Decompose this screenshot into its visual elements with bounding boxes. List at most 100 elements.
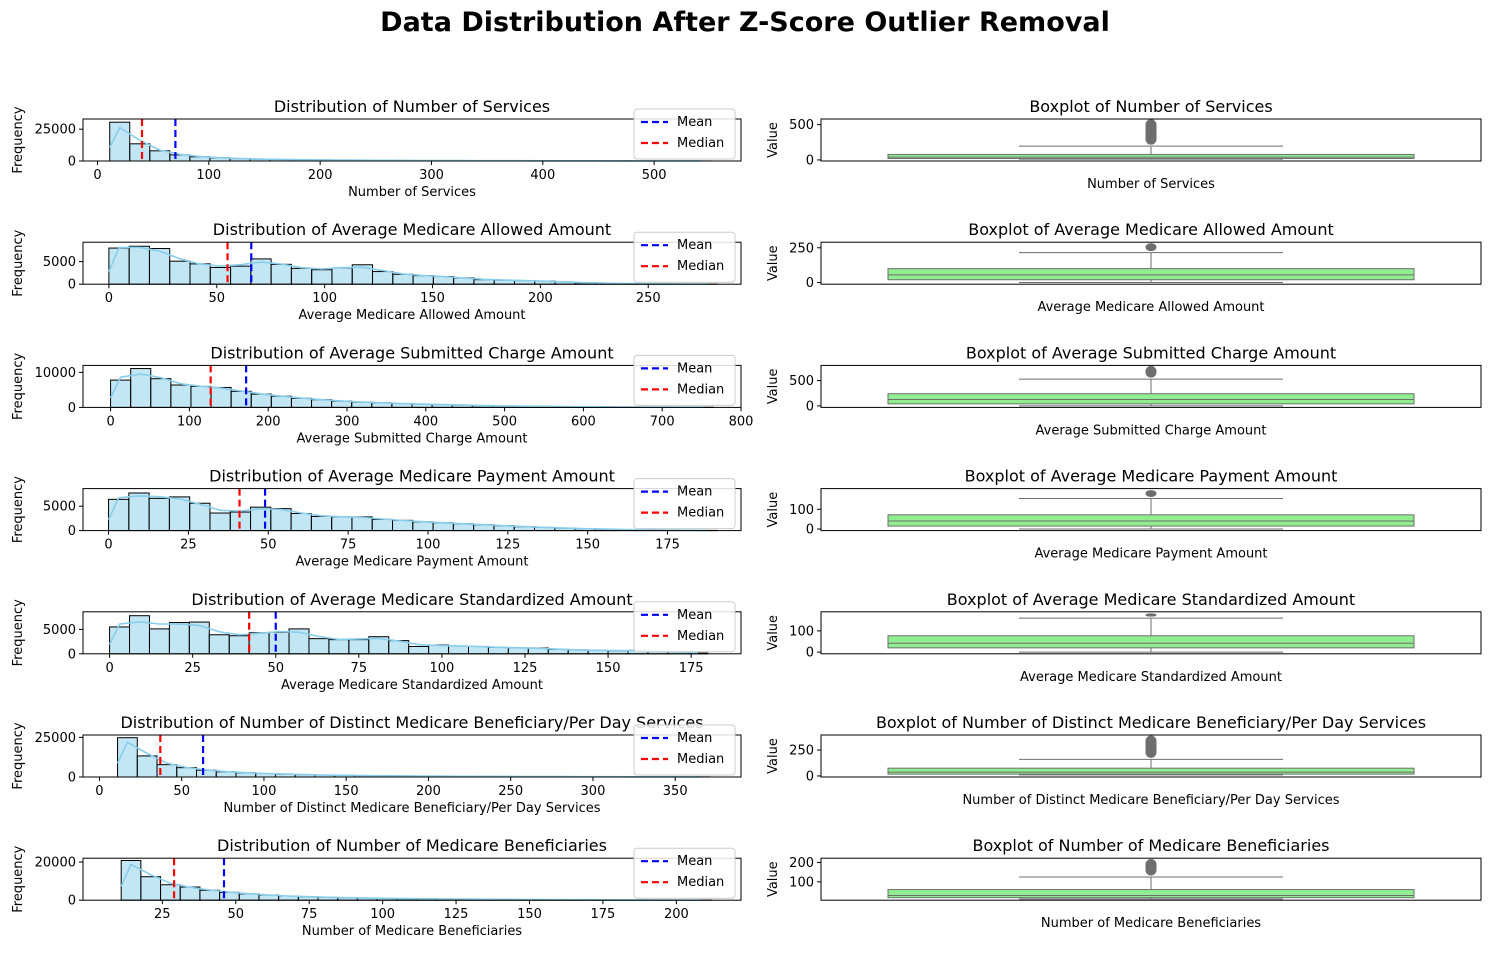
histogram-bar [160,884,181,901]
boxplot-panel: 0 250 Boxplot of Number of Distinct Medica… [766,713,1482,808]
legend-mean-label: Mean [677,731,712,746]
histogram-bar [331,516,353,532]
boxplot-frame [820,734,1482,778]
legend-box [633,108,736,160]
histogram-bar [228,635,250,655]
legend-mean-label: Mean [677,238,712,253]
histogram-bar [448,645,469,655]
x-tick-label: 250 [636,291,661,306]
x-tick-label: 250 [498,784,523,799]
boxplot-panel: 0 100 Boxplot of Average Medicare Payment … [766,467,1482,562]
histogram-bar [129,143,151,162]
outlier-points [1145,119,1157,145]
x-tick-label: 100 [416,538,441,553]
histogram-ylabel: Frequency [11,106,26,173]
outlier-points [1145,613,1157,617]
histogram-panel: 25 50 75 100 125 150 175 200 0 20000 Distribution … [11,836,742,939]
kde-curve [109,373,704,408]
legend-median-label: Median [677,629,724,644]
histogram-title: Distribution of Number of Medicare Benef… [217,836,607,855]
histogram-bar [290,397,313,408]
boxplot-title: Boxplot of Number of Medicare Beneficiar… [972,836,1329,855]
histogram-bar [210,386,232,408]
x-tick-label: 0 [106,414,114,429]
iqr-box [887,153,1415,160]
x-tick-label: 800 [729,414,754,429]
histogram-ylabel: Frequency [11,845,26,912]
histogram-bar [487,646,509,655]
x-tick-label: 25 [154,907,171,922]
x-tick-label: 50 [260,538,277,553]
legend: Mean Median [633,847,736,899]
histogram-frame [82,857,742,901]
histogram-bar [168,622,190,655]
x-tick-label: 300 [419,168,444,183]
subplot-row-3: 0 25 50 75 100 125 150 175 0 5000 Distribution of … [11,467,1482,570]
y-tick-label: 500 [789,118,814,133]
histogram-bar [507,647,529,655]
y-tick-label: 100 [789,503,814,518]
histogram-bar [328,639,350,655]
x-tick-label: 125 [495,538,520,553]
y-tick-label: 0 [806,646,814,661]
x-tick-label: 100 [370,907,395,922]
boxplot-title: Boxplot of Number of Services [1029,97,1272,116]
iqr-box [887,268,1415,281]
boxplot-ylabel: Value [766,245,781,281]
histogram-bar [392,273,414,285]
y-tick-label: 0 [68,894,76,909]
x-tick-label: 0 [104,538,112,553]
iqr-box [887,889,1415,899]
outlier-points [1145,365,1157,378]
boxplot-frame [820,364,1482,408]
subplot-row-5: 0 50 100 150 200 250 300 350 0 25000 Distribution … [11,713,1482,816]
boxplot-xlabel: Average Medicare Standardized Amount [1020,670,1282,685]
x-tick-label: 500 [492,414,517,429]
y-tick-label: 0 [806,769,814,784]
histogram-bar [331,267,353,285]
x-tick-label: 700 [650,414,675,429]
iqr-box [887,393,1415,405]
legend-mean-label: Mean [677,115,712,130]
x-tick-label: 25 [184,661,201,676]
x-tick-label: 175 [655,538,680,553]
histogram-bar [270,508,292,532]
outlier-points [1145,735,1157,758]
histogram-frame [82,118,742,162]
histogram-xlabel: Number of Distinct Medicare Beneficiary/… [223,801,600,816]
legend: Mean Median [633,354,736,406]
x-tick-label: 150 [517,907,542,922]
boxplot-frame [820,857,1482,901]
boxplot-xlabel: Number of Medicare Beneficiaries [1041,916,1261,931]
kde-curve [109,126,701,162]
histogram-bar [170,384,192,408]
x-tick-label: 75 [351,661,368,676]
histogram-bar [270,263,292,285]
x-tick-label: 0 [105,291,113,306]
legend-box [633,354,736,406]
histogram-bar [140,876,162,901]
histogram-bars [120,859,713,901]
histogram-ylabel: Frequency [11,353,26,420]
histogram-bar [209,512,231,532]
histogram-panel: 0 50 100 150 200 250 300 350 0 25000 Distribution … [11,713,742,816]
histogram-bar [290,513,312,532]
x-tick-label: 200 [528,291,553,306]
x-tick-label: 0 [93,168,101,183]
y-tick-label: 0 [68,524,76,539]
histogram-bar [150,378,172,408]
histogram-title: Distribution of Average Medicare Allowed… [213,220,611,239]
histogram-bar [311,269,333,285]
boxplot-frame [820,611,1482,655]
histogram-frame [82,364,742,408]
histogram-xlabel: Average Submitted Charge Amount [297,431,528,446]
histogram-bar [169,260,191,285]
histogram-frame [82,734,742,778]
boxplot-panel: 100 200 Boxplot of Number of Medicare Bene… [766,836,1482,931]
subplot-row-2: 0 100 200 300 400 500 600 700 800 0 10000 Distribut… [11,343,1482,446]
x-tick-label: 50 [208,291,225,306]
y-tick-label: 250 [789,744,814,759]
y-tick-label: 0 [68,647,76,662]
y-tick-label: 25000 [35,731,76,746]
x-tick-label: 150 [596,661,621,676]
